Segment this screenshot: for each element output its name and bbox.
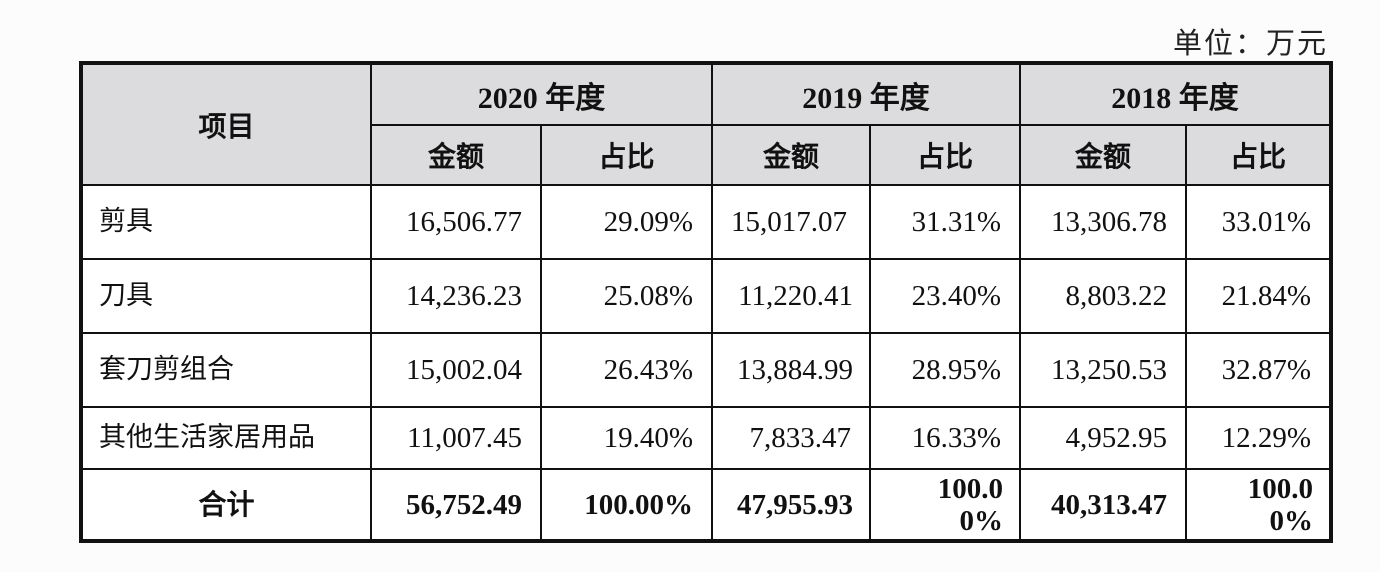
cell: 7,833.47 <box>711 406 871 470</box>
header-ratio: 占比 <box>1185 124 1332 186</box>
total-row: 合计 56,752.49 100.00% 47,955.93 100.00% 4… <box>80 468 1332 542</box>
cell: 15,002.04 <box>370 332 542 408</box>
cell: 13,250.53 <box>1019 332 1187 408</box>
cell: 11,220.41 <box>738 280 853 312</box>
table-row: 其他生活家居用品 11,007.45 19.40% 7,833.47 16.33… <box>80 406 1332 470</box>
header-year-2020: 2020 年度 <box>370 62 713 126</box>
header-item: 项目 <box>80 62 372 186</box>
cell: 33.01% <box>1185 184 1332 260</box>
cell: 15,017.07 <box>731 206 847 238</box>
table-row: 套刀剪组合 15,002.04 26.43% 13,884.99 28.95% … <box>80 332 1332 408</box>
cell: 16.33% <box>869 406 1021 470</box>
header-amount: 金额 <box>370 124 542 186</box>
cell: 26.43% <box>540 332 713 408</box>
cell: 29.09% <box>540 184 713 260</box>
cell: 4,952.95 <box>1019 406 1187 470</box>
header-year-2019: 2019 年度 <box>711 62 1021 126</box>
cell: 11,007.45 <box>370 406 542 470</box>
cell: 13,306.78 <box>1019 184 1187 260</box>
row-label: 套刀剪组合 <box>80 332 372 408</box>
total-cell: 40,313.47 <box>1019 468 1187 542</box>
header-ratio: 占比 <box>540 124 713 186</box>
header-row-sub: 金额 占比 金额 占比 金额 占比 <box>81 124 1332 186</box>
cell: 14,236.23 <box>370 258 542 334</box>
header-amount: 金额 <box>1019 124 1187 186</box>
cell: 25.08% <box>540 258 713 334</box>
total-cell: 100.00% <box>937 472 1003 537</box>
total-cell: 100.00% <box>540 468 713 542</box>
cell: 16,506.77 <box>370 184 542 260</box>
total-cell: 100.00% <box>1247 472 1313 537</box>
row-label: 刀具 <box>80 258 372 334</box>
header-row-years: 项目 2020 年度 2019 年度 2018 年度 <box>80 62 1332 186</box>
cell: 21.84% <box>1185 258 1332 334</box>
table-row: 剪具 16,506.77 29.09% 15,017.07 31.31% 13,… <box>80 184 1332 260</box>
table-row: 刀具 14,236.23 25.08% 11,220.41 23.40% 8,8… <box>80 258 1332 334</box>
total-cell: 47,955.93 <box>737 488 853 521</box>
header-amount: 金额 <box>711 124 871 186</box>
row-label: 其他生活家居用品 <box>80 406 372 470</box>
header-year-2018: 2018 年度 <box>1019 62 1332 126</box>
cell: 28.95% <box>869 332 1021 408</box>
total-label: 合计 <box>80 468 372 542</box>
cell: 8,803.22 <box>1019 258 1187 334</box>
revenue-table: 项目 2020 年度 2019 年度 2018 年度 金额 占比 金额 占比 金… <box>79 61 1333 543</box>
cell: 13,884.99 <box>737 354 853 386</box>
cell: 19.40% <box>540 406 713 470</box>
cell: 32.87% <box>1185 332 1332 408</box>
row-label: 剪具 <box>80 184 372 260</box>
header-ratio: 占比 <box>869 124 1021 186</box>
total-cell: 56,752.49 <box>370 468 542 542</box>
cell: 31.31% <box>869 184 1021 260</box>
cell: 12.29% <box>1185 406 1332 470</box>
cell: 23.40% <box>869 258 1021 334</box>
unit-label: 单位：万元 <box>1172 28 1328 60</box>
